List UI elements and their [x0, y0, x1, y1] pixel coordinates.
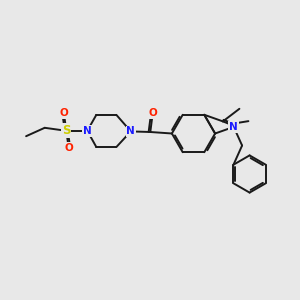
Text: N: N	[229, 122, 238, 132]
Text: N: N	[126, 126, 135, 136]
Text: N: N	[83, 126, 92, 136]
Text: O: O	[64, 143, 73, 153]
Text: O: O	[148, 108, 157, 118]
Text: O: O	[59, 108, 68, 118]
Text: S: S	[62, 124, 70, 137]
